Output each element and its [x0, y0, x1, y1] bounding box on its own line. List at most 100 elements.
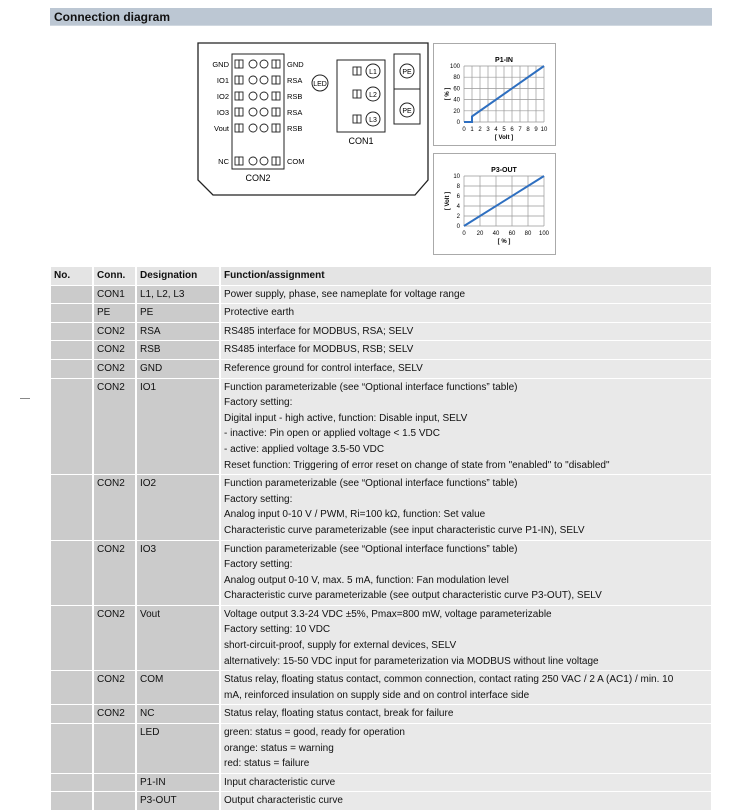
cell-no: [51, 705, 92, 724]
section-title-bar: Connection diagram: [50, 8, 712, 26]
x-tick-label: 8: [526, 127, 530, 133]
x-tick-label: 80: [525, 231, 532, 237]
con2-left-pin-label: IO3: [217, 108, 229, 117]
screw-icon: [259, 123, 269, 133]
function-line: Output characteristic curve: [224, 795, 343, 807]
con2-right-pin-label: RSA: [287, 108, 302, 117]
screw-icon: [259, 59, 269, 69]
terminal-icon: [234, 123, 240, 133]
function-line: red: status = failure: [224, 758, 310, 770]
function-line: Input characteristic curve: [224, 776, 336, 788]
terminal-icon: [275, 107, 281, 117]
table-row: P3-OUT Output characteristic curve: [51, 792, 711, 810]
terminal-icon: [275, 75, 281, 85]
cell-conn: [94, 724, 135, 773]
con2-label: CON2: [245, 173, 270, 183]
pin-assignment-table: No. Conn. Designation Function/assignmen…: [49, 266, 713, 811]
table-row: CON2 COM Status relay, floating status con…: [51, 671, 711, 705]
con2-left-pin-label: NC: [218, 157, 229, 166]
pe-label: PE: [402, 108, 412, 115]
terminal-icon: [275, 156, 281, 166]
screw-icon: [259, 75, 269, 85]
x-tick-label: 5: [502, 127, 506, 133]
pe-icon: [399, 102, 415, 118]
cell-designation: Vout: [137, 605, 219, 671]
x-tick-label: 20: [477, 231, 484, 237]
con1-pin-label: L1: [369, 69, 377, 76]
cell-function: Status relay, floating status contact, b…: [221, 705, 711, 724]
function-line: Power supply, phase, see nameplate for v…: [224, 288, 466, 300]
screw-icon: [248, 123, 258, 133]
led-label: LED: [313, 81, 327, 88]
screw-icon: [248, 59, 258, 69]
screw-icon: [259, 156, 269, 166]
y-tick-label: 0: [457, 120, 461, 126]
cell-designation: GND: [137, 359, 219, 378]
cell-designation: L1, L2, L3: [137, 285, 219, 304]
cell-no: [51, 378, 92, 475]
function-line: - inactive: Pin open or applied voltage …: [224, 428, 440, 440]
cell-conn: CON2: [94, 475, 135, 540]
y-tick-label: 80: [453, 75, 460, 81]
terminal-icon: [238, 156, 244, 166]
function-line: Characteristic curve parameterizable (se…: [224, 590, 602, 602]
x-tick-label: 9: [534, 127, 538, 133]
cell-no: [51, 540, 92, 605]
x-tick-label: 40: [493, 231, 500, 237]
function-line: Function parameterizable (see “Optional …: [224, 381, 518, 393]
x-tick-label: 0: [462, 231, 466, 237]
connection-diagram: GND GND IO1 RSA IO2 RSB IO3 RSA Vout RSB NC COM CON2…: [197, 42, 429, 196]
function-line: Protective earth: [224, 307, 295, 319]
y-tick-label: 10: [453, 174, 460, 180]
function-line: Function parameterizable (see “Optional …: [224, 478, 518, 490]
function-line: Status relay, floating status contact, b…: [224, 708, 454, 720]
y-tick-label: 100: [450, 64, 461, 70]
x-tick-label: 1: [470, 127, 474, 133]
screw-icon: [365, 111, 381, 127]
cell-conn: CON2: [94, 671, 135, 705]
x-tick-label: 4: [494, 127, 498, 133]
cell-conn: CON2: [94, 322, 135, 341]
function-line: Analog input 0-10 V / PWM, Ri=100 kΩ, fu…: [224, 509, 486, 521]
table-row: CON2 RSA RS485 interface for MODBUS, RSA; …: [51, 322, 711, 341]
terminal-icon: [238, 123, 244, 133]
con2-right-pin-label: RSA: [287, 76, 302, 85]
terminal-icon: [234, 59, 240, 69]
table-row: CON2 NC Status relay, floating status cont…: [51, 705, 711, 724]
function-line: Factory setting:: [224, 397, 293, 409]
cell-conn: [94, 773, 135, 792]
series-line: [464, 65, 545, 123]
cell-designation: P1-IN: [137, 773, 219, 792]
function-line: Factory setting:: [224, 559, 293, 571]
terminal-icon: [271, 123, 277, 133]
table-row: CON2 IO3 Function parameterizable (see “Op…: [51, 540, 711, 605]
con2-right-pin-label: RSB: [287, 124, 302, 133]
cell-no: [51, 322, 92, 341]
cell-function: Power supply, phase, see nameplate for v…: [221, 285, 711, 304]
table-row: CON2 RSB RS485 interface for MODBUS, RSB; …: [51, 341, 711, 359]
cell-designation: IO1: [137, 378, 219, 475]
cell-conn: CON2: [94, 341, 135, 359]
led-icon: [311, 74, 329, 92]
terminal-icon: [356, 66, 362, 76]
cell-no: [51, 304, 92, 322]
terminal-icon: [275, 91, 281, 101]
terminal-icon: [271, 107, 277, 117]
table-row: CON2 IO1 Function parameterizable (see “Op…: [51, 378, 711, 475]
screw-icon: [248, 91, 258, 101]
terminal-icon: [275, 59, 281, 69]
x-tick-label: 10: [541, 127, 548, 133]
terminal-icon: [275, 123, 281, 133]
cell-function: Function parameterizable (see “Optional …: [221, 475, 711, 540]
con1-label: CON1: [348, 136, 373, 146]
x-tick-label: 3: [486, 127, 490, 133]
y-tick-label: 0: [457, 224, 461, 230]
con2-left-pin-label: Vout: [214, 124, 230, 133]
table-row: CON1 L1, L2, L3 Power supply, phase, see n…: [51, 285, 711, 304]
function-line: Factory setting:: [224, 493, 293, 505]
cell-function: Voltage output 3.3-24 VDC ±5%, Pmax=800 …: [221, 605, 711, 671]
y-tick-label: 4: [457, 204, 461, 210]
function-line: Digital input - high active, function: D…: [224, 412, 468, 424]
table-row: CON2 Vout Voltage output 3.3-24 VDC ±5%, P…: [51, 605, 711, 671]
screw-icon: [248, 75, 258, 85]
